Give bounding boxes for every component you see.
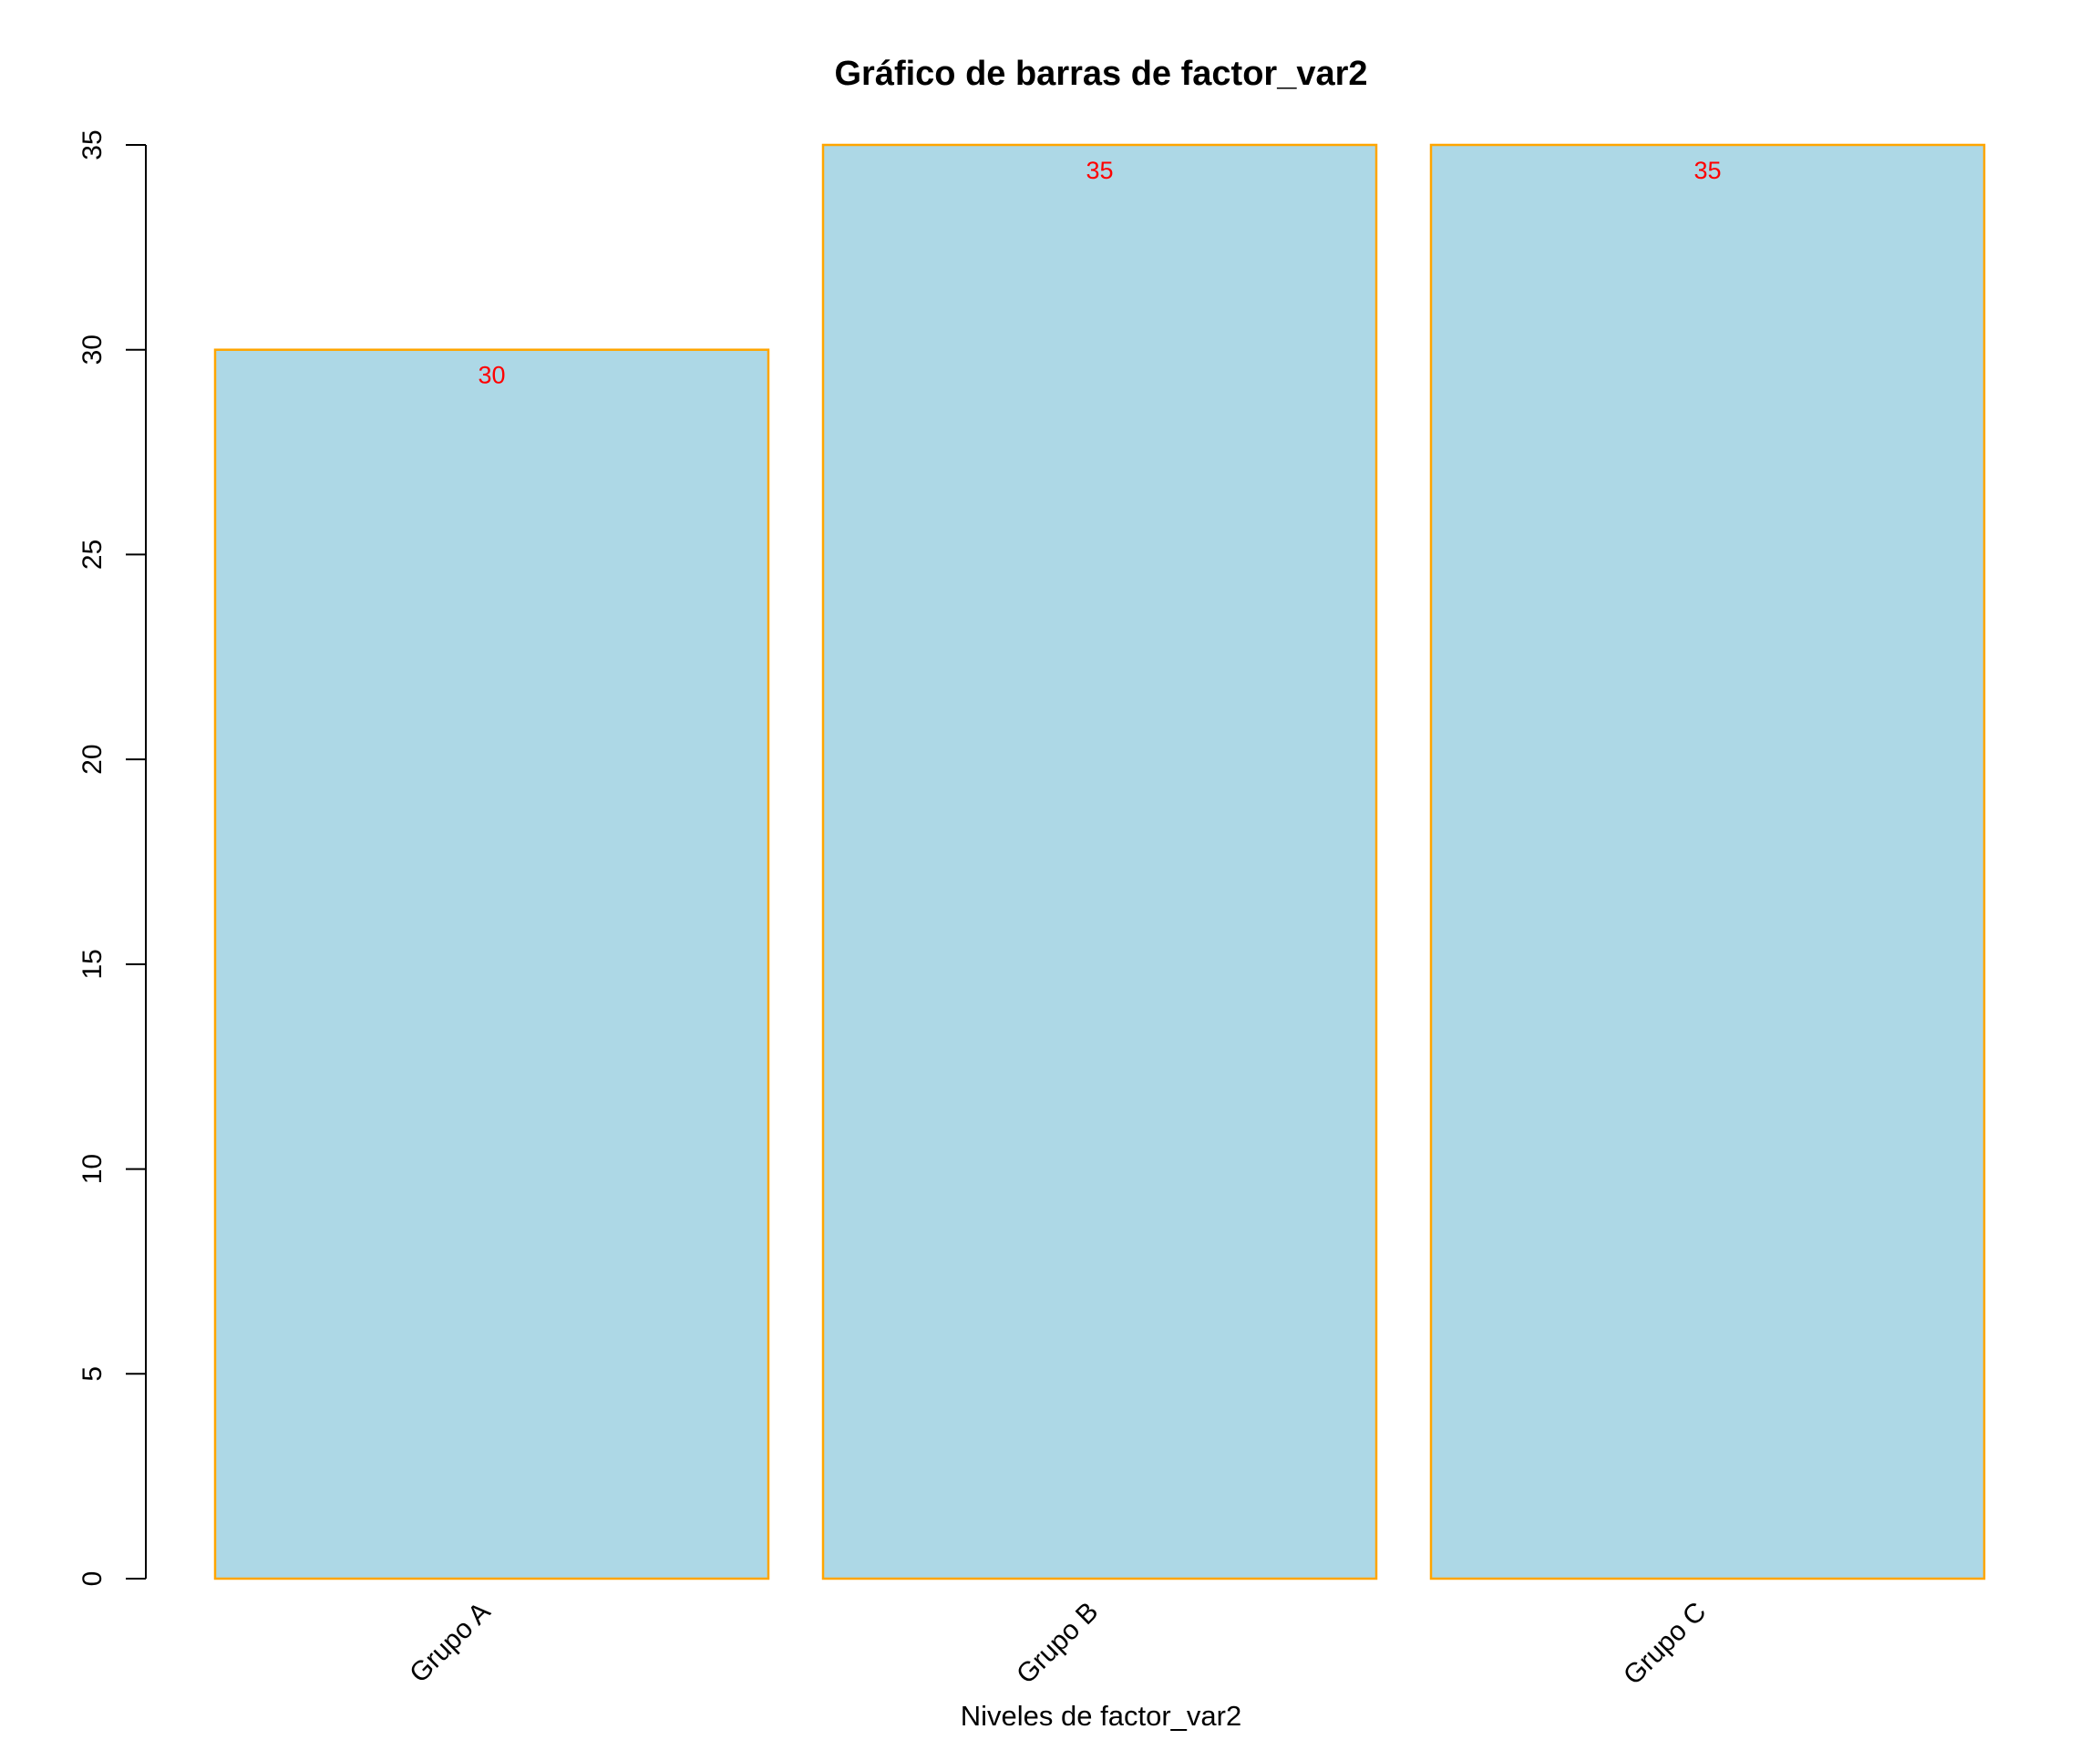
bars-layer (213, 143, 1986, 1580)
bar-grupo-a (213, 348, 770, 1580)
bar-value-label: 35 (1693, 157, 1721, 184)
y-axis: 0 5 10 15 20 25 30 35 (77, 129, 147, 1587)
x-axis-title: Niveles de factor_var2 (961, 1700, 1241, 1732)
bar-grupo-b (821, 143, 1378, 1580)
x-axis: Grupo A Grupo B Grupo C (404, 1597, 1712, 1692)
y-tick-label: 0 (77, 1571, 108, 1587)
value-labels-layer: 30 35 35 (478, 157, 1721, 389)
y-tick-label: 5 (77, 1366, 108, 1382)
y-tick-label: 30 (77, 335, 108, 365)
bar-value-label: 30 (478, 362, 505, 389)
y-tick-label: 15 (77, 949, 108, 979)
y-tick-label: 10 (77, 1154, 108, 1184)
y-tick-label: 20 (77, 744, 108, 774)
bar-grupo-c (1429, 143, 1986, 1580)
chart-title: Gráfico de barras de factor_var2 (834, 55, 1367, 93)
x-tick-label: Grupo B (1011, 1597, 1104, 1690)
y-tick-label: 35 (77, 129, 108, 160)
x-tick-label: Grupo A (404, 1597, 496, 1689)
y-tick-label: 25 (77, 540, 108, 570)
bar-value-label: 35 (1086, 157, 1113, 184)
x-tick-label: Grupo C (1618, 1597, 1713, 1692)
